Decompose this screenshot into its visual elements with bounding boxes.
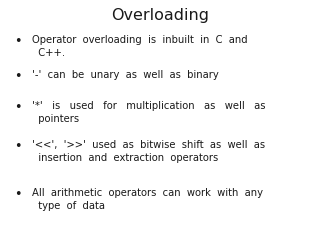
- Text: •: •: [14, 70, 21, 83]
- Text: '*'   is   used   for   multiplication   as   well   as
  pointers: '*' is used for multiplication as well a…: [32, 101, 266, 124]
- Text: Operator  overloading  is  inbuilt  in  C  and
  C++.: Operator overloading is inbuilt in C and…: [32, 35, 248, 58]
- Text: •: •: [14, 35, 21, 48]
- Text: •: •: [14, 188, 21, 201]
- Text: •: •: [14, 140, 21, 153]
- Text: Overloading: Overloading: [111, 8, 209, 24]
- Text: '<<',  '>>'  used  as  bitwise  shift  as  well  as
  insertion  and  extraction: '<<', '>>' used as bitwise shift as well…: [32, 140, 265, 163]
- Text: '-'  can  be  unary  as  well  as  binary: '-' can be unary as well as binary: [32, 70, 219, 80]
- Text: •: •: [14, 101, 21, 114]
- Text: All  arithmetic  operators  can  work  with  any
  type  of  data: All arithmetic operators can work with a…: [32, 188, 263, 211]
